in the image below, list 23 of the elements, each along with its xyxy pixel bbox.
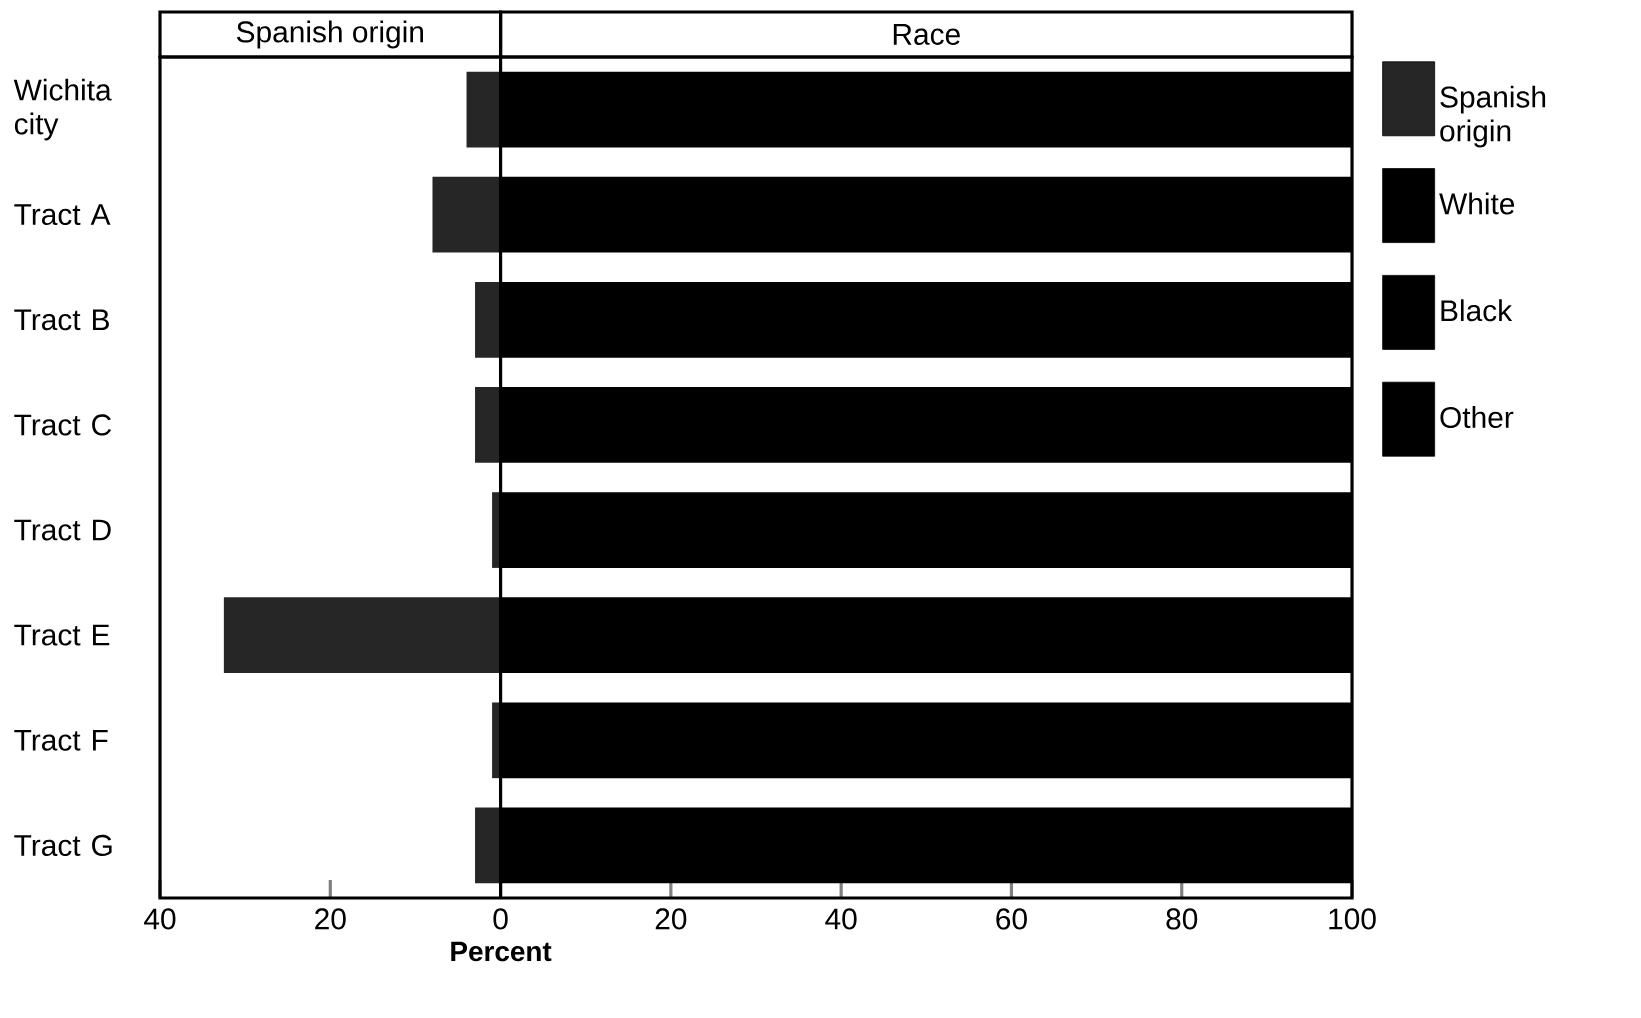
x-tick-label: 20 bbox=[655, 908, 687, 930]
x-tick-label: 40 bbox=[144, 908, 176, 930]
y-tick-label: Tract B bbox=[14, 309, 109, 331]
x-tick-label: 100 bbox=[1329, 908, 1376, 930]
y-tick-label: Tract E bbox=[14, 624, 110, 646]
y-tick-label: Wichita city bbox=[13, 78, 112, 141]
x-tick-label: 0 bbox=[493, 908, 508, 930]
x-tick-label: 80 bbox=[1166, 908, 1198, 930]
x-tick-label: 60 bbox=[996, 908, 1027, 930]
text: Spanish origin bbox=[1440, 85, 1546, 148]
text: Race bbox=[893, 24, 960, 45]
legend-label: Black bbox=[1441, 299, 1513, 322]
y-tick-label: Tract G bbox=[14, 834, 112, 856]
text: White bbox=[1439, 192, 1515, 215]
x-axis-title: Percent bbox=[451, 941, 552, 962]
x-tick-label: 20 bbox=[315, 908, 346, 930]
legend-label: Other bbox=[1440, 406, 1514, 429]
y-tick-label: Tract D bbox=[14, 519, 111, 541]
y-tick-label: Tract A bbox=[14, 204, 111, 226]
y-tick-label: Tract F bbox=[14, 729, 108, 751]
y-tick-label: Tract C bbox=[14, 414, 112, 436]
x-tick-label: 40 bbox=[825, 908, 857, 930]
text: Spanish origin bbox=[236, 20, 423, 49]
